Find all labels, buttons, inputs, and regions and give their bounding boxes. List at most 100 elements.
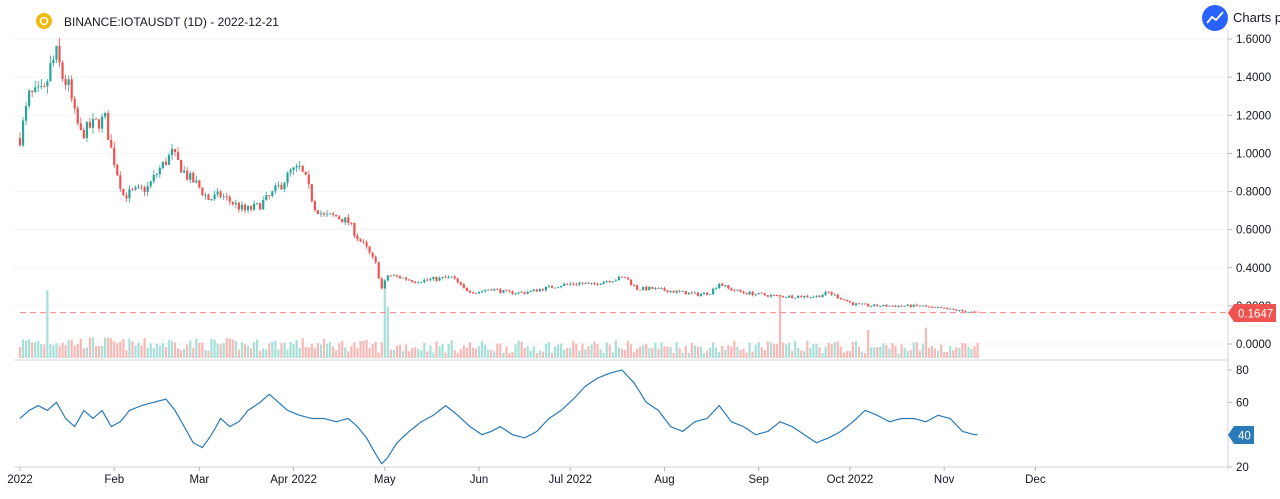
- volume-bar: [596, 344, 599, 358]
- volume-bar: [632, 352, 636, 358]
- candle-body: [61, 62, 64, 79]
- volume-bar: [335, 350, 338, 358]
- brand-label[interactable]: Charts p: [1233, 10, 1280, 25]
- volume-bar: [49, 344, 52, 358]
- candle-body: [730, 288, 733, 291]
- volume-bar: [453, 350, 456, 358]
- candle-body: [833, 294, 836, 296]
- volume-bar: [164, 346, 168, 358]
- volume-bar: [46, 290, 49, 358]
- volume-bar: [298, 347, 301, 358]
- candle-body: [696, 292, 700, 296]
- candle-body: [763, 293, 766, 296]
- price-tick-label: 1.2000: [1236, 110, 1271, 122]
- time-tick-label: Nov: [934, 474, 955, 486]
- candle-body: [134, 187, 137, 190]
- volume-bar: [52, 345, 55, 358]
- candle-body: [404, 277, 408, 280]
- volume-bar: [237, 349, 240, 358]
- volume-bar: [319, 344, 323, 358]
- candle-body: [234, 202, 237, 205]
- volume-bar: [435, 341, 438, 358]
- volume-bar: [903, 347, 906, 358]
- volume-bar: [772, 343, 776, 358]
- candle-body: [623, 276, 627, 278]
- volume-bar: [681, 352, 684, 358]
- candle-body: [839, 298, 842, 300]
- volume-bar: [526, 346, 529, 358]
- candle-body: [471, 292, 475, 294]
- candle-body: [818, 295, 821, 298]
- candle-body: [748, 291, 751, 295]
- volume-bar: [155, 343, 158, 358]
- volume-bar: [487, 349, 490, 358]
- candle-body: [231, 201, 234, 205]
- rsi-axis: 80 60 40 20: [1228, 365, 1249, 474]
- candle-body: [517, 292, 520, 294]
- candle-body: [240, 204, 244, 210]
- volume-bar: [493, 351, 496, 358]
- candle-body: [812, 296, 815, 298]
- candle-body: [684, 291, 687, 295]
- volume-bar: [496, 343, 499, 358]
- volume-bar: [967, 346, 970, 358]
- candle-body: [590, 283, 593, 284]
- volume-bar: [119, 341, 122, 358]
- volume-bar: [949, 346, 952, 358]
- volume-bar: [648, 348, 651, 358]
- candle-body: [681, 291, 684, 292]
- candle-body: [718, 283, 721, 289]
- candle-body: [824, 291, 827, 295]
- volume-bar: [301, 338, 304, 358]
- candle-body: [43, 85, 46, 87]
- candle-body: [523, 292, 526, 294]
- brand-logo-icon[interactable]: [1202, 5, 1228, 31]
- candle-body: [401, 277, 405, 279]
- candle-body: [553, 287, 557, 289]
- volume-bar: [864, 353, 867, 358]
- volume-bar: [225, 338, 228, 358]
- volume-bar: [599, 349, 602, 358]
- volume-bar: [672, 352, 675, 358]
- volume-bar: [189, 340, 192, 358]
- volume-bar: [432, 352, 435, 358]
- candle-body: [289, 170, 292, 173]
- candle-body: [949, 308, 952, 310]
- candle-body: [198, 180, 201, 188]
- candle-body: [256, 203, 259, 204]
- volume-bar: [511, 352, 514, 358]
- candle-body: [228, 196, 231, 202]
- candle-body: [462, 284, 465, 288]
- volume-bar: [520, 341, 523, 358]
- candle-body: [687, 292, 690, 295]
- candle-body: [356, 235, 359, 240]
- candle-body: [702, 292, 706, 294]
- volume-bar: [684, 345, 687, 358]
- volume-bar: [927, 348, 931, 358]
- volume-bar: [547, 342, 551, 358]
- candle-body: [325, 213, 329, 215]
- volume-bar: [383, 283, 386, 358]
- volume-bar: [824, 346, 827, 358]
- candle-body: [49, 63, 52, 82]
- candle-body: [104, 113, 107, 117]
- volume-bar: [724, 349, 727, 358]
- volume-bar: [280, 343, 283, 358]
- candle-body: [322, 213, 326, 215]
- candle-body: [769, 294, 772, 297]
- volume-bar: [167, 340, 171, 358]
- volume-bar: [651, 347, 654, 358]
- brand-logo-circle[interactable]: [1202, 5, 1228, 31]
- candle-body: [848, 301, 852, 303]
- volume-bar: [970, 348, 973, 358]
- candle-body: [107, 113, 110, 140]
- candle-body: [119, 175, 122, 189]
- volume-bar: [158, 345, 161, 358]
- candle-body: [943, 307, 946, 309]
- volume-bar: [848, 350, 852, 358]
- time-tick-label: Aug: [654, 474, 674, 486]
- volume-bar: [195, 338, 198, 358]
- candle-body: [851, 302, 855, 306]
- candle-body: [581, 282, 584, 284]
